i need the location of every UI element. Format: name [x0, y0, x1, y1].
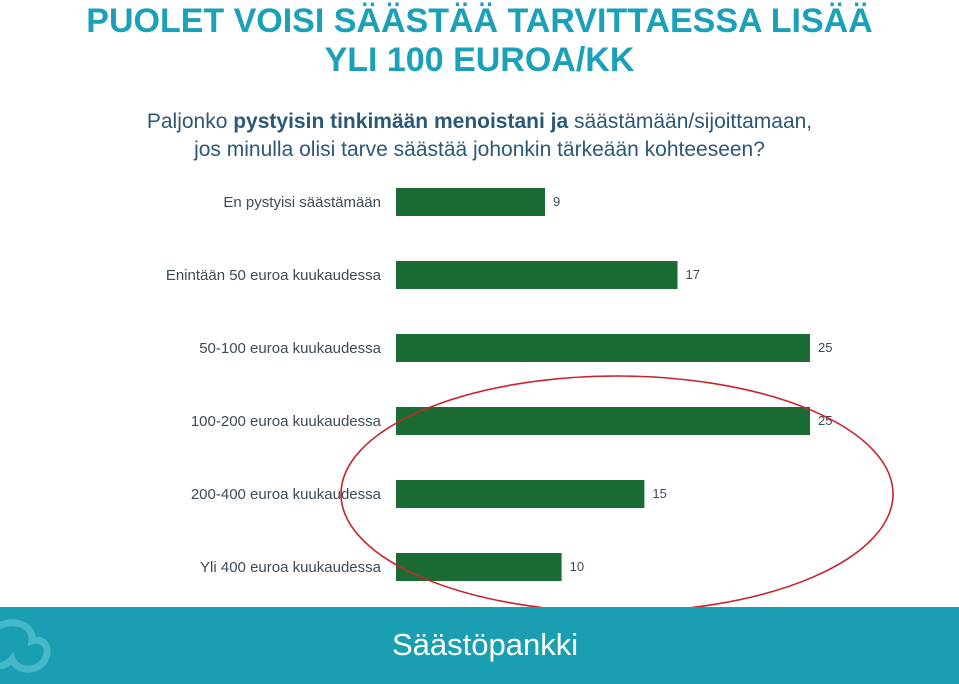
bar: [396, 261, 678, 289]
category-label: 50-100 euroa kuukaudessa: [199, 340, 381, 357]
category-label: En pystyisi säästämään: [223, 194, 381, 211]
highlight-ellipse: [340, 375, 894, 607]
title-line-2: YLI 100 EUROA/KK: [324, 41, 635, 79]
bar: [396, 480, 645, 508]
bar-chart: En pystyisi säästämään 9 Enintään 50 euroa…: [166, 188, 894, 607]
value-label: 25: [818, 413, 832, 428]
question-text-c: säästämään/sijoittamaan,: [568, 110, 813, 133]
bar: [396, 188, 546, 216]
category-label: Enintään 50 euroa kuukaudessa: [166, 267, 382, 284]
bar: [396, 553, 562, 581]
question-text-a: Paljonko: [146, 110, 234, 133]
question-text-bold: pystyisin tinkimään menoistani ja: [233, 110, 569, 133]
bar: [396, 407, 810, 435]
value-label: 15: [652, 486, 666, 501]
category-label: 100-200 euroa kuukaudessa: [191, 413, 382, 430]
footer-bar: Säästöpankki: [0, 607, 959, 684]
title-line-1: PUOLET VOISI SÄÄSTÄÄ TARVITTAESSA LISÄÄ: [86, 2, 873, 40]
category-label: Yli 400 euroa kuukaudessa: [200, 559, 382, 576]
brand-name: Säästöpankki: [392, 627, 579, 662]
question-line-2: jos minulla olisi tarve säästää johonkin…: [194, 138, 765, 161]
value-label: 10: [570, 559, 584, 574]
bar: [396, 334, 810, 362]
value-label: 9: [553, 194, 560, 209]
saastopankki-logo-icon: [0, 619, 51, 673]
category-label: 200-400 euroa kuukaudessa: [191, 486, 382, 503]
question-line-1: Paljonko pystyisin tinkimään menoistani …: [0, 108, 959, 136]
value-label: 17: [686, 267, 700, 282]
value-label: 25: [818, 340, 832, 355]
